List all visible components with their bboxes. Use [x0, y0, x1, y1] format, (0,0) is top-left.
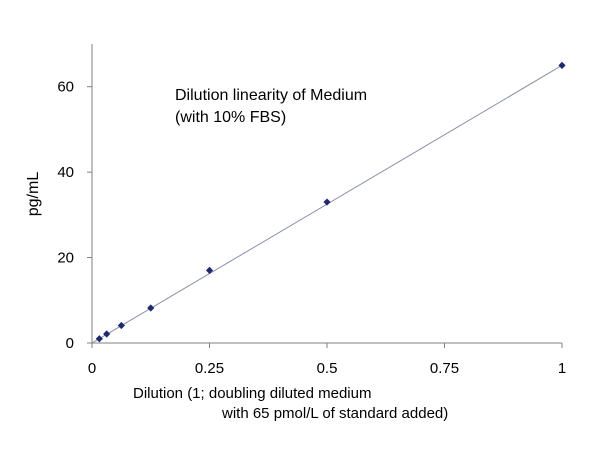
data-point [103, 330, 111, 338]
plot-area [92, 44, 562, 343]
x-axis-title-line-2: with 65 pmol/L of standard added) [221, 405, 448, 422]
data-point [95, 335, 103, 343]
x-tick-label: 0.5 [317, 360, 338, 377]
data-point [558, 61, 566, 69]
x-tick-label: 0.75 [430, 360, 459, 377]
data-point [147, 304, 155, 312]
annotation-line-1: Dilution linearity of Medium [175, 87, 367, 104]
y-tick-label: 20 [57, 250, 74, 267]
y-ticks: 0 20 40 60 [57, 79, 92, 352]
y-tick-label: 0 [66, 335, 74, 352]
data-points [95, 61, 566, 343]
x-ticks: 0 0.25 0.5 0.75 1 [88, 343, 566, 377]
x-axis-title-line-1: Dilution (1; doubling diluted medium [133, 385, 371, 402]
y-axis-title: pg/mL [25, 172, 42, 217]
annotation-line-2: (with 10% FBS) [175, 109, 286, 126]
y-tick-label: 60 [57, 79, 74, 96]
y-tick-label: 40 [57, 164, 74, 181]
data-point [323, 198, 331, 206]
data-point [205, 266, 214, 274]
x-tick-label: 0 [88, 360, 96, 377]
x-tick-label: 0.25 [195, 360, 224, 377]
data-point [117, 321, 125, 330]
x-tick-label: 1 [558, 360, 566, 377]
